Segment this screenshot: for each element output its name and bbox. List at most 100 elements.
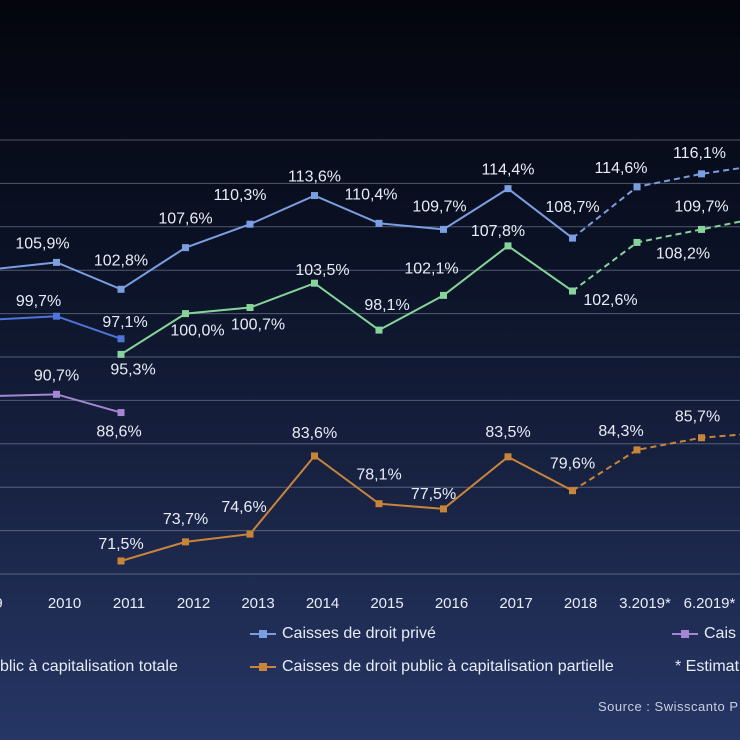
legend-symbol-brown	[250, 660, 276, 674]
series-estimate-line-2	[571, 220, 740, 292]
data-point	[375, 326, 383, 334]
legend-item-partielle[interactable]: Caisses de droit public à capitalisation…	[250, 658, 614, 676]
data-points	[53, 170, 705, 565]
series-line-4	[120, 454, 573, 562]
data-label: 85,7%	[675, 409, 720, 426]
data-label: 71,5%	[98, 536, 143, 553]
legend-label-prive: Caisses de droit privé	[282, 625, 436, 642]
data-label: 102,6%	[583, 292, 637, 309]
data-label: 83,5%	[485, 424, 530, 441]
x-tick-label: 2017	[499, 595, 532, 612]
data-point	[440, 225, 447, 233]
data-point	[698, 170, 705, 178]
data-label: 90,7%	[34, 367, 79, 384]
data-point	[117, 350, 125, 358]
data-point	[698, 434, 705, 442]
x-tick-label: 6.2019*	[684, 595, 736, 612]
data-point	[698, 225, 705, 233]
data-point	[246, 304, 254, 312]
data-label: 100,7%	[231, 317, 285, 334]
data-labels: 1,1%105,9%102,8%107,6%110,3%113,6%110,4%…	[15, 145, 728, 553]
data-label: 95,3%	[110, 361, 155, 378]
x-tick-label: 2009	[0, 595, 3, 612]
data-label: 110,4%	[344, 186, 397, 203]
data-label: 102,8%	[94, 252, 148, 269]
data-label: 74,6%	[221, 499, 266, 516]
data-label: 103,5%	[295, 262, 349, 279]
legend-label-violet: Cais	[704, 625, 737, 642]
data-point	[182, 310, 189, 318]
legend-item-violet[interactable]: Cais	[672, 625, 736, 643]
x-tick-label: 2013	[241, 595, 274, 612]
data-point	[440, 505, 447, 513]
data-point	[53, 258, 60, 266]
data-point	[440, 291, 447, 299]
data-point	[53, 390, 60, 398]
series-line-3	[0, 393, 122, 414]
data-label: 114,6%	[594, 160, 647, 177]
legend-symbol-violet	[672, 627, 698, 641]
data-label: 99,7%	[16, 293, 61, 310]
data-point	[53, 312, 60, 320]
data-label: 73,7%	[163, 511, 208, 528]
data-point	[117, 557, 125, 565]
data-label: 97,1%	[102, 314, 147, 331]
data-label: 109,7%	[412, 198, 466, 215]
series-estimate-line-0	[571, 167, 740, 239]
data-label: 84,3%	[598, 423, 643, 440]
data-point	[117, 409, 125, 417]
data-label: 78,1%	[356, 467, 401, 484]
data-label: 114,4%	[481, 162, 534, 179]
data-label: 107,8%	[471, 223, 525, 240]
data-point	[504, 185, 512, 193]
data-point	[311, 279, 318, 287]
data-label: 77,5%	[411, 486, 456, 503]
data-label: 83,6%	[292, 425, 337, 442]
data-label: 102,1%	[404, 260, 458, 277]
data-point	[182, 538, 189, 546]
legend-item-prive[interactable]: Caisses de droit privé	[250, 625, 436, 643]
data-point	[117, 335, 125, 343]
series-line-2	[120, 244, 574, 356]
data-point	[375, 219, 383, 227]
data-label: 88,6%	[96, 424, 141, 441]
data-label: 108,7%	[545, 199, 599, 216]
x-tick-label: 2015	[370, 595, 403, 612]
data-point	[311, 452, 318, 460]
data-point	[569, 234, 576, 242]
legend-item-totale[interactable]: blic à capitalisation totale	[0, 658, 178, 676]
data-label: 113,6%	[288, 169, 341, 186]
x-tick-label: 2016	[435, 595, 468, 612]
data-point	[633, 183, 641, 191]
x-axis-ticks: 2009 2010 2011 2012 2013 2014 2015 2016 2017 2018…	[0, 595, 736, 612]
x-tick-label: 2010	[48, 595, 81, 612]
series-estimate-line-4	[571, 433, 740, 492]
legend-item-estimate: * Estimat	[675, 658, 739, 676]
data-point	[569, 487, 576, 495]
data-label: 100,0%	[170, 323, 224, 340]
x-tick-label: 3.2019*	[619, 595, 671, 612]
data-point	[569, 287, 576, 295]
legend-label-partielle: Caisses de droit public à capitalisation…	[282, 658, 614, 675]
x-tick-label: 2014	[306, 595, 339, 612]
x-tick-label: 2018	[564, 595, 597, 612]
data-point	[246, 220, 254, 228]
series-line-0	[0, 187, 574, 291]
legend-label-estimate: * Estimat	[675, 658, 740, 675]
legend-label-totale: blic à capitalisation totale	[0, 658, 178, 675]
source-note: Source : Swisscanto P	[598, 699, 739, 714]
x-tick-label: 2012	[177, 595, 210, 612]
data-point	[117, 285, 125, 293]
data-point	[246, 530, 254, 538]
legend-symbol-blue	[250, 627, 276, 641]
data-label: 109,7%	[674, 198, 728, 215]
data-label: 98,1%	[364, 297, 409, 314]
data-point	[633, 446, 641, 454]
data-point	[375, 500, 383, 508]
data-point	[182, 244, 189, 252]
data-label: 108,2%	[656, 245, 710, 262]
data-label: 107,6%	[158, 211, 212, 228]
data-point	[633, 238, 641, 246]
grid-lines	[0, 139, 740, 575]
